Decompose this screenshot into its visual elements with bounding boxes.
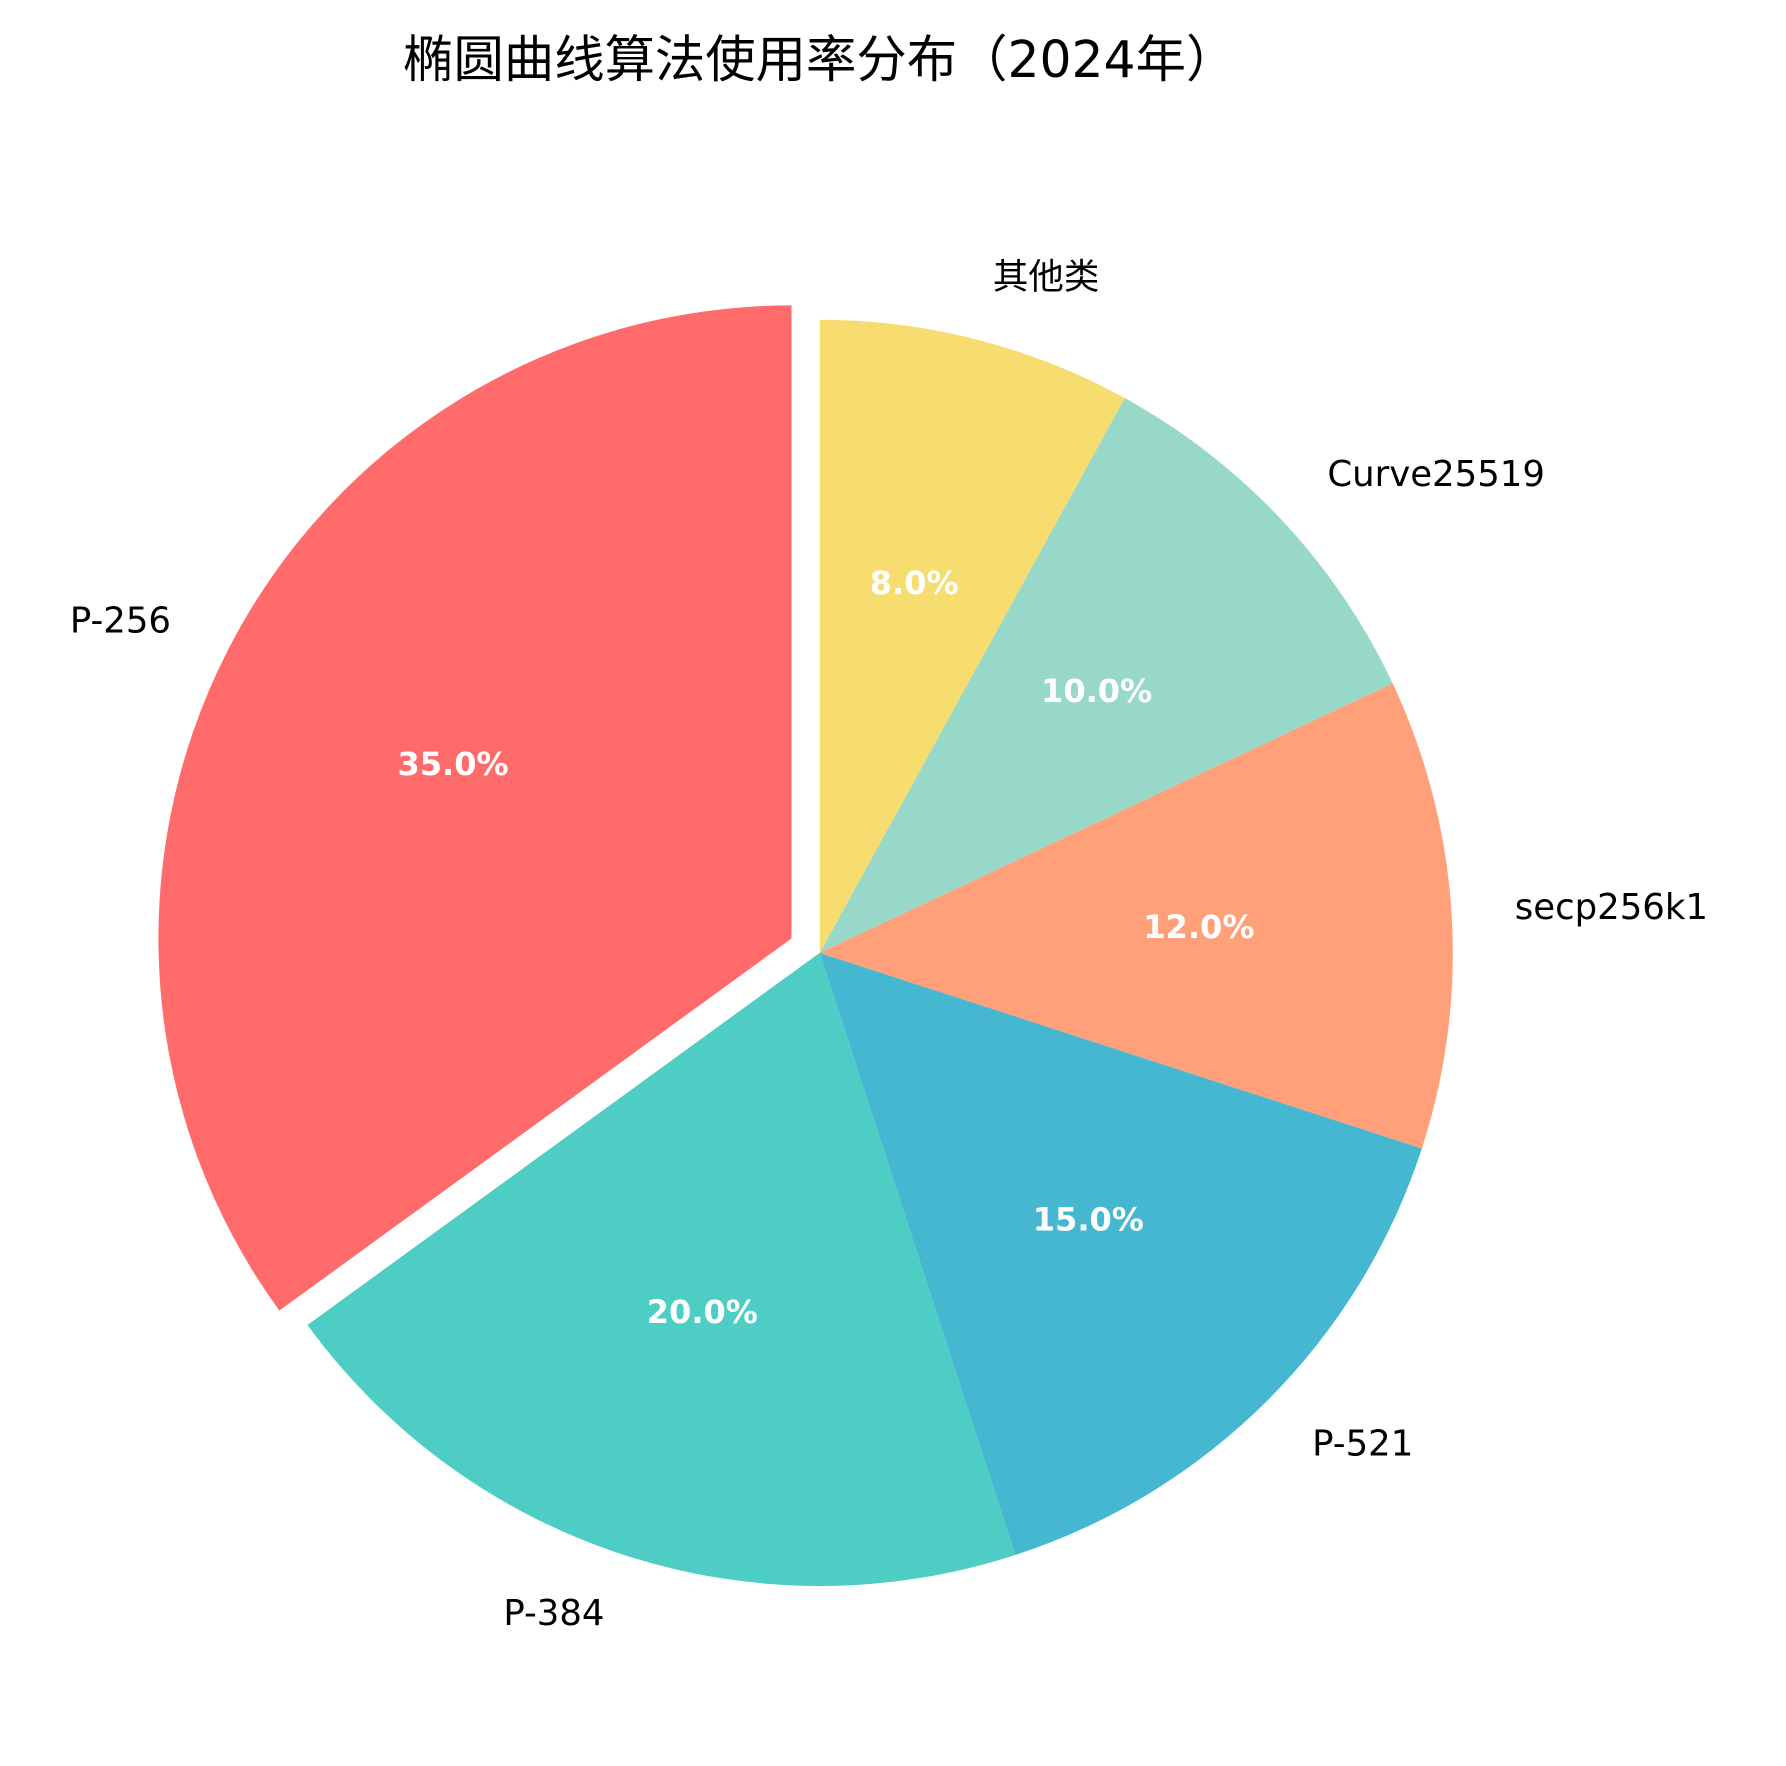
pie-slice (158, 305, 792, 1311)
category-label: P-256 (70, 600, 171, 641)
category-label: P-384 (503, 1593, 604, 1634)
category-label: Curve25519 (1327, 454, 1545, 495)
pie-slice (819, 319, 1125, 953)
pie-slice (819, 683, 1453, 1149)
value-label: 20.0% (647, 1293, 758, 1331)
category-label: P-521 (1312, 1423, 1413, 1464)
category-label: 其他类 (993, 256, 1099, 297)
pie-slice (307, 952, 1016, 1586)
value-label: 8.0% (870, 564, 959, 602)
category-label: secp256k1 (1515, 887, 1708, 928)
pie-slice (819, 952, 1422, 1555)
value-label: 35.0% (397, 745, 508, 783)
pie-slice (819, 398, 1393, 953)
chart-title: 椭圆曲线算法使用率分布（2024年） (403, 30, 1236, 89)
value-label: 15.0% (1033, 1200, 1144, 1238)
value-label: 10.0% (1041, 672, 1152, 710)
value-label: 12.0% (1143, 908, 1254, 946)
